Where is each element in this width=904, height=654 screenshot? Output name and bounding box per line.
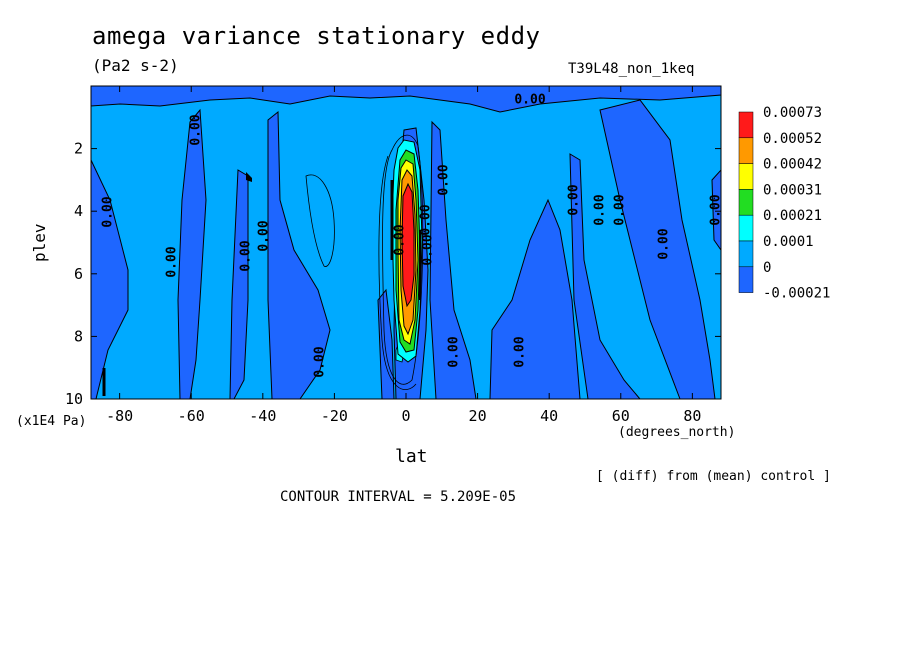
diff-note: [ (diff) from (mean) control ]	[596, 469, 831, 484]
negative-region	[377, 288, 395, 400]
contour-label: 0.00	[419, 204, 434, 235]
contour-label: 0.00	[613, 194, 628, 225]
contour-label: 0.00	[189, 114, 204, 145]
x-tick-label: -40	[249, 407, 276, 425]
contour-label: 0.00	[165, 246, 180, 277]
colorbar-swatch	[738, 266, 754, 293]
y-tick-label: 4	[74, 202, 83, 220]
contour-label: 0.00	[447, 336, 462, 367]
contour-label: 0.00	[567, 184, 582, 215]
negative-region	[569, 153, 642, 400]
plot-area: 0.000.000.000.00 0.000.000.000.000.000.00…	[90, 85, 724, 400]
colorbar-label: 0.0001	[763, 234, 814, 250]
contour-label: 0.00	[313, 346, 328, 377]
contour-label: 0.00	[709, 194, 724, 225]
colorbar: 0.00073 0.00052 0.00042 0.00031 0.00021 0.000…	[738, 105, 830, 302]
y-tick-label: 10	[65, 390, 83, 408]
contour-line	[382, 134, 424, 385]
contour-label: 0.00	[393, 224, 408, 255]
colorbar-swatch	[738, 240, 754, 268]
contour-line	[378, 155, 417, 391]
y-axis-unit: (x1E4 Pa)	[16, 414, 87, 429]
jet-contour-band	[401, 182, 415, 308]
contour-label: 0.00	[657, 228, 672, 259]
x-tick-label: 60	[612, 407, 630, 425]
x-tick-label: -60	[178, 407, 205, 425]
x-tick-label: 40	[540, 407, 558, 425]
colorbar-label: 0.00073	[763, 105, 822, 121]
colorbar-label: 0.00052	[763, 131, 822, 147]
contour-label: 0.00	[257, 220, 272, 251]
contour-label: 0.00	[513, 336, 528, 367]
colorbar-label: 0.00021	[763, 208, 822, 224]
chart-title: amega variance stationary eddy	[92, 22, 541, 50]
x-axis-label: lat	[395, 446, 428, 467]
colorbar-label: 0	[763, 260, 771, 276]
axes: -80 -60 -40 -20 0 20 40 60 80 2 4 6 8 10	[65, 85, 722, 425]
x-axis-unit: (degrees_north)	[618, 425, 736, 440]
x-tick-label: -80	[106, 407, 133, 425]
negative-region	[229, 169, 249, 400]
y-tick-label: 6	[74, 265, 83, 283]
contour-label: 0.00	[514, 93, 545, 108]
contour-label: 0.00	[421, 234, 436, 265]
contour-line	[246, 172, 252, 182]
negative-region	[90, 85, 722, 113]
contour-label: 0.00	[593, 194, 608, 225]
negative-region	[599, 99, 716, 400]
contour-interval: CONTOUR INTERVAL = 5.209E-05	[280, 489, 517, 505]
run-label: T39L48_non_1keq	[568, 61, 695, 77]
chart-units: (Pa2 s-2)	[92, 56, 179, 75]
colorbar-swatch	[738, 163, 754, 190]
y-tick-label: 8	[74, 327, 83, 345]
x-tick-label: -20	[321, 407, 348, 425]
colorbar-swatch	[738, 137, 754, 164]
x-tick-label: 0	[401, 407, 410, 425]
negative-region	[177, 108, 207, 400]
colorbar-swatch	[738, 214, 754, 242]
x-tick-label: 20	[469, 407, 487, 425]
contour-label: 0.00	[239, 240, 254, 271]
contour-label: 0.00	[437, 164, 452, 195]
contour-line	[305, 174, 335, 267]
colorbar-label: 0.00031	[763, 182, 822, 198]
contour-label: 0.00	[101, 196, 116, 227]
colorbar-label: 0.00042	[763, 157, 822, 173]
y-tick-label: 2	[74, 140, 83, 158]
x-tick-label: 80	[683, 407, 701, 425]
negative-region	[267, 110, 331, 400]
colorbar-swatch	[738, 111, 754, 139]
colorbar-label: -0.00021	[763, 286, 830, 302]
colorbar-swatch	[738, 189, 754, 216]
negative-region	[429, 120, 477, 400]
